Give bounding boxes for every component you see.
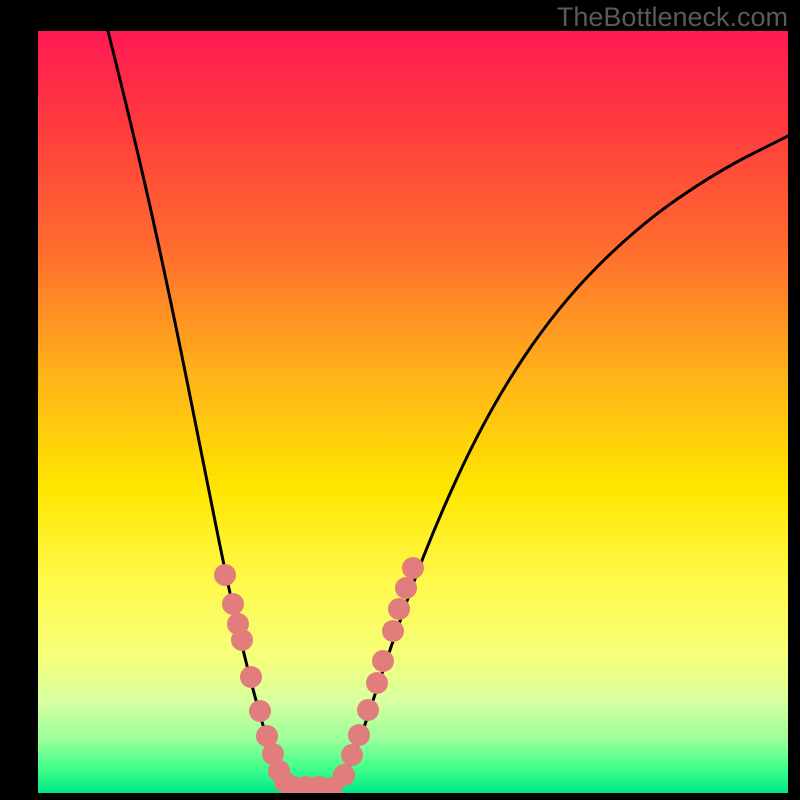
marker-left xyxy=(231,629,253,651)
marker-right xyxy=(341,744,363,766)
marker-left xyxy=(249,700,271,722)
marker-left xyxy=(222,593,244,615)
marker-right xyxy=(333,764,355,786)
chart-root: TheBottleneck.com xyxy=(0,0,800,800)
marker-left xyxy=(240,666,262,688)
marker-right xyxy=(382,620,404,642)
watermark-text: TheBottleneck.com xyxy=(557,2,788,33)
marker-right xyxy=(402,557,424,579)
marker-right xyxy=(372,650,394,672)
marker-right xyxy=(395,577,417,599)
marker-right xyxy=(357,699,379,721)
plot-area xyxy=(38,31,788,793)
marker-right xyxy=(348,724,370,746)
marker-right xyxy=(388,598,410,620)
gradient-background xyxy=(38,31,788,793)
marker-left xyxy=(214,564,236,586)
chart-svg xyxy=(38,31,788,793)
marker-right xyxy=(366,672,388,694)
